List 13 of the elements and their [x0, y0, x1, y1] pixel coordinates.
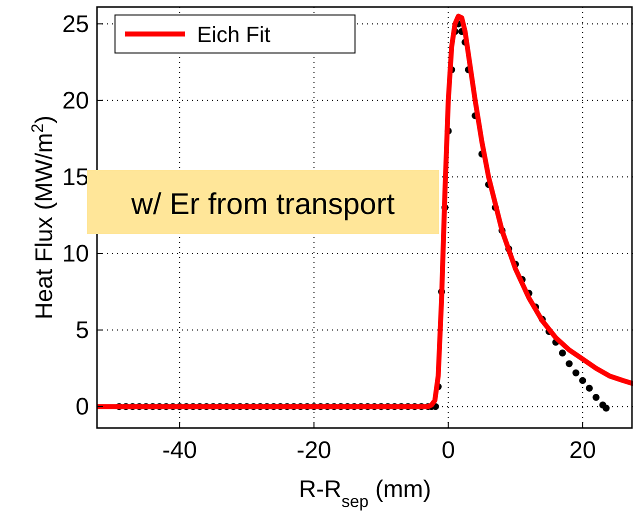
y-tick-label: 25 — [62, 10, 89, 38]
y-tick-label: 5 — [76, 317, 89, 344]
annotation: w/ Er from transport — [130, 188, 396, 221]
x-tick-label: -40 — [162, 437, 197, 464]
x-tick-label: 20 — [569, 437, 596, 464]
x-axis-title: R-R$_{sep}$ (mm) — [298, 476, 432, 510]
y-tick-label: 0 — [76, 394, 89, 421]
y-tick-label: 20 — [62, 87, 89, 114]
y-tick-label: 15 — [62, 164, 89, 191]
legend-label: Eich Fit — [197, 22, 270, 47]
x-tick-label: -20 — [296, 437, 332, 464]
y-tick-label: 10 — [62, 240, 89, 268]
x-tick-label: 0 — [442, 437, 455, 464]
